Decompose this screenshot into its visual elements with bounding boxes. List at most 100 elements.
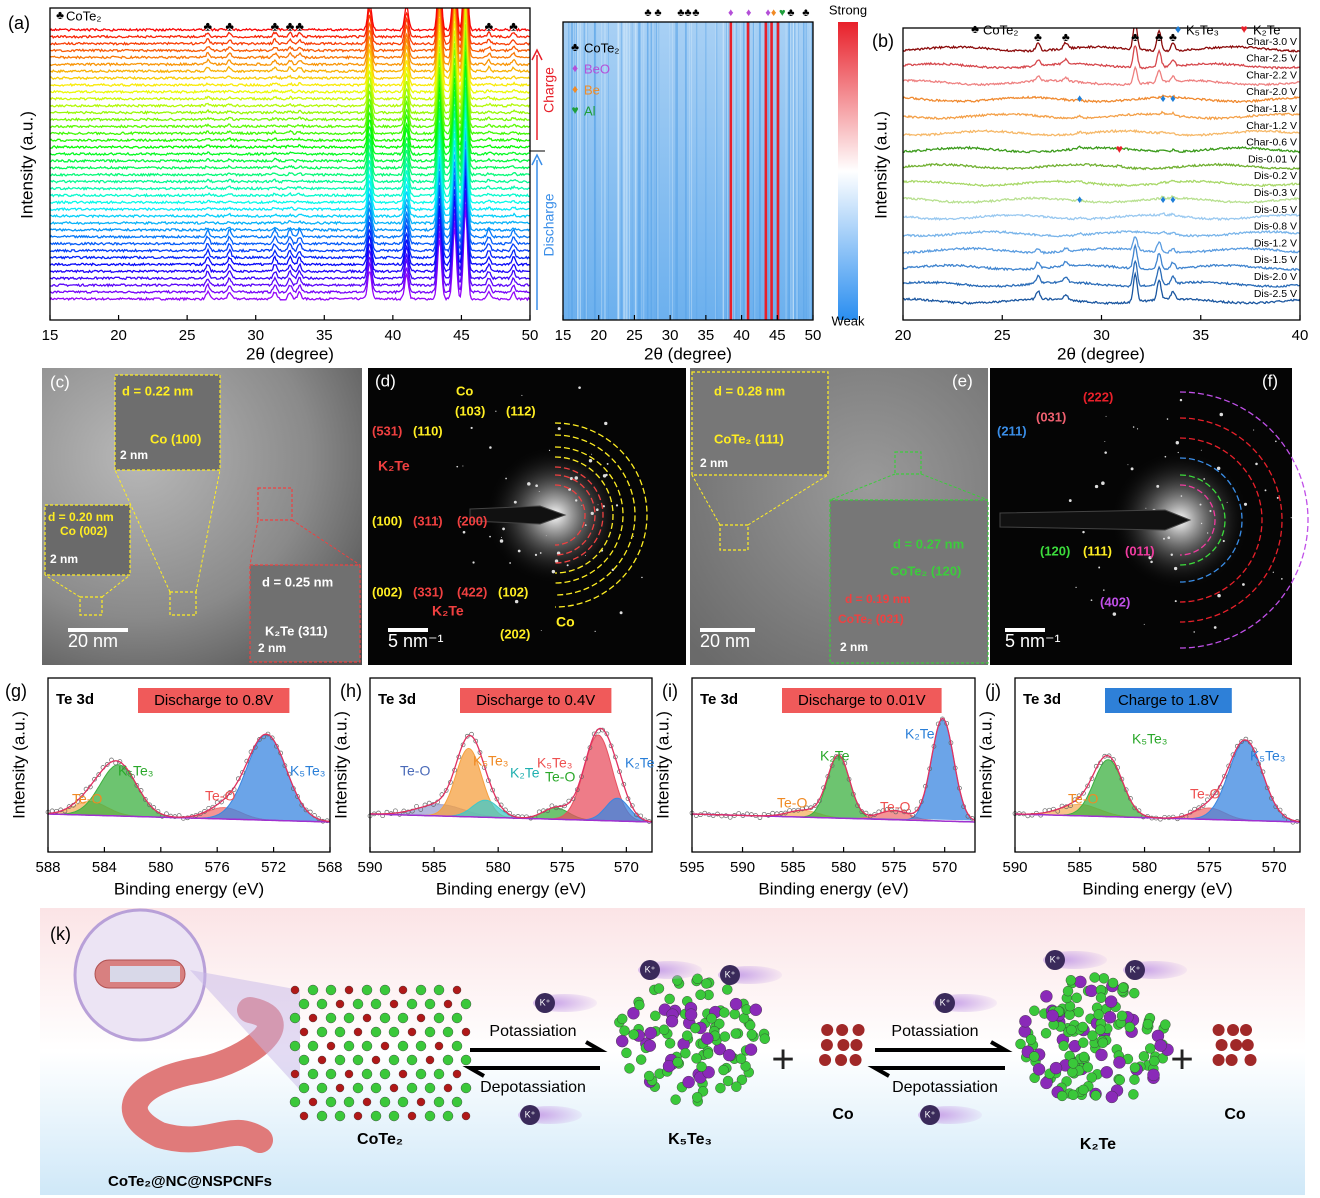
curve-label: Char-3.0 V: [1246, 36, 1297, 48]
xrd-curve: [903, 243, 1300, 272]
xrd-curve: [903, 110, 1300, 121]
label: (202): [500, 626, 530, 641]
atom: [653, 983, 665, 994]
atom: [289, 1096, 301, 1108]
atom: [316, 998, 328, 1010]
atom: [681, 1030, 693, 1041]
arrow: [875, 1040, 1013, 1052]
spot: [1082, 530, 1085, 534]
label: (c): [50, 372, 70, 391]
spot: [545, 535, 547, 537]
atom: [719, 1007, 730, 1018]
atom: [406, 1054, 418, 1066]
ring: [1179, 391, 1309, 649]
atom: [1046, 1009, 1059, 1022]
ion: [1125, 960, 1145, 980]
label: (311): [413, 513, 443, 528]
atom: [325, 1012, 337, 1024]
raw-point: [303, 807, 309, 813]
spot: [1199, 503, 1202, 506]
marker: ♦: [572, 82, 578, 96]
spot: [554, 559, 559, 563]
spot: [539, 552, 542, 554]
ion-label: K⁺: [1050, 954, 1061, 964]
atom: [1093, 1009, 1104, 1020]
label: (100): [372, 513, 402, 528]
x-tick-label: 25: [994, 327, 1011, 344]
label: Strong: [829, 2, 867, 17]
x-tick-label: 40: [1292, 327, 1309, 344]
label: 5 nm⁻¹: [388, 631, 444, 651]
marker: ♥: [779, 7, 786, 19]
x-tick-label: 590: [1002, 859, 1027, 876]
x-tick-label: 35: [698, 327, 715, 344]
xrd-curve: [50, 196, 530, 288]
spot: [1275, 440, 1277, 443]
marker: ♣: [1131, 30, 1139, 44]
co-atom: [1230, 1039, 1243, 1051]
spot: [1177, 451, 1179, 454]
atom: [424, 1110, 436, 1122]
atom: [388, 1110, 400, 1122]
co-atom: [835, 1054, 848, 1066]
label: (200): [457, 513, 487, 528]
label: Te-O: [400, 763, 430, 779]
guide: [195, 469, 221, 593]
atom: [664, 1038, 676, 1049]
spot: [514, 599, 519, 604]
spot: [1173, 566, 1178, 571]
xrd-curve: [50, 8, 530, 53]
atom: [665, 1015, 679, 1028]
spot: [1098, 566, 1101, 569]
label: d = 0.28 nm: [714, 383, 785, 398]
inset: [249, 564, 361, 663]
spot: [1166, 418, 1169, 420]
x-tick-label: 30: [1093, 327, 1110, 344]
inset: [719, 524, 749, 551]
atom: [424, 998, 436, 1010]
marker: ♦: [1175, 22, 1181, 36]
spot: [517, 549, 521, 553]
guide: [249, 519, 259, 566]
ring: [554, 434, 636, 596]
spot: [1226, 501, 1228, 503]
marker: ♣: [677, 7, 684, 19]
atom: [389, 999, 399, 1009]
atom: [343, 1096, 355, 1108]
x-tick-label: 40: [385, 327, 402, 344]
raw-point: [1157, 816, 1163, 822]
label: K₂Te: [378, 458, 410, 474]
raw-point: [409, 808, 415, 814]
atom: [1129, 1074, 1140, 1085]
spot: [436, 518, 438, 520]
axes-box: [902, 27, 1301, 321]
label: d = 0.22 nm: [122, 383, 193, 398]
label: 2 nm: [840, 640, 868, 654]
atom: [1015, 1038, 1026, 1050]
label: (011): [1125, 543, 1155, 558]
atom: [352, 1082, 364, 1094]
spot: [470, 426, 473, 430]
ion-label: K⁺: [1130, 964, 1141, 974]
xrd-curve: [50, 79, 530, 171]
ion-label: K⁺: [925, 1109, 936, 1119]
atom: [1067, 1089, 1079, 1100]
label: Te 3d: [378, 691, 416, 708]
atom: [433, 1096, 445, 1108]
marker: ♦: [771, 7, 777, 19]
x-tick-label: 20: [110, 327, 127, 344]
x-tick-label: 25: [179, 327, 196, 344]
raw-point: [600, 727, 606, 733]
spot: [1243, 502, 1248, 506]
atom: [370, 1110, 382, 1122]
atom: [729, 1008, 740, 1020]
spot: [1276, 496, 1279, 499]
curve-label: Dis-2.0 V: [1254, 271, 1297, 283]
spot: [1101, 481, 1105, 485]
co-atom: [1244, 1054, 1257, 1066]
atom: [672, 1056, 683, 1068]
x-tick-label: 575: [882, 859, 907, 876]
xrd-curve: [903, 44, 1300, 70]
spot: [489, 535, 491, 538]
atom: [443, 999, 453, 1009]
